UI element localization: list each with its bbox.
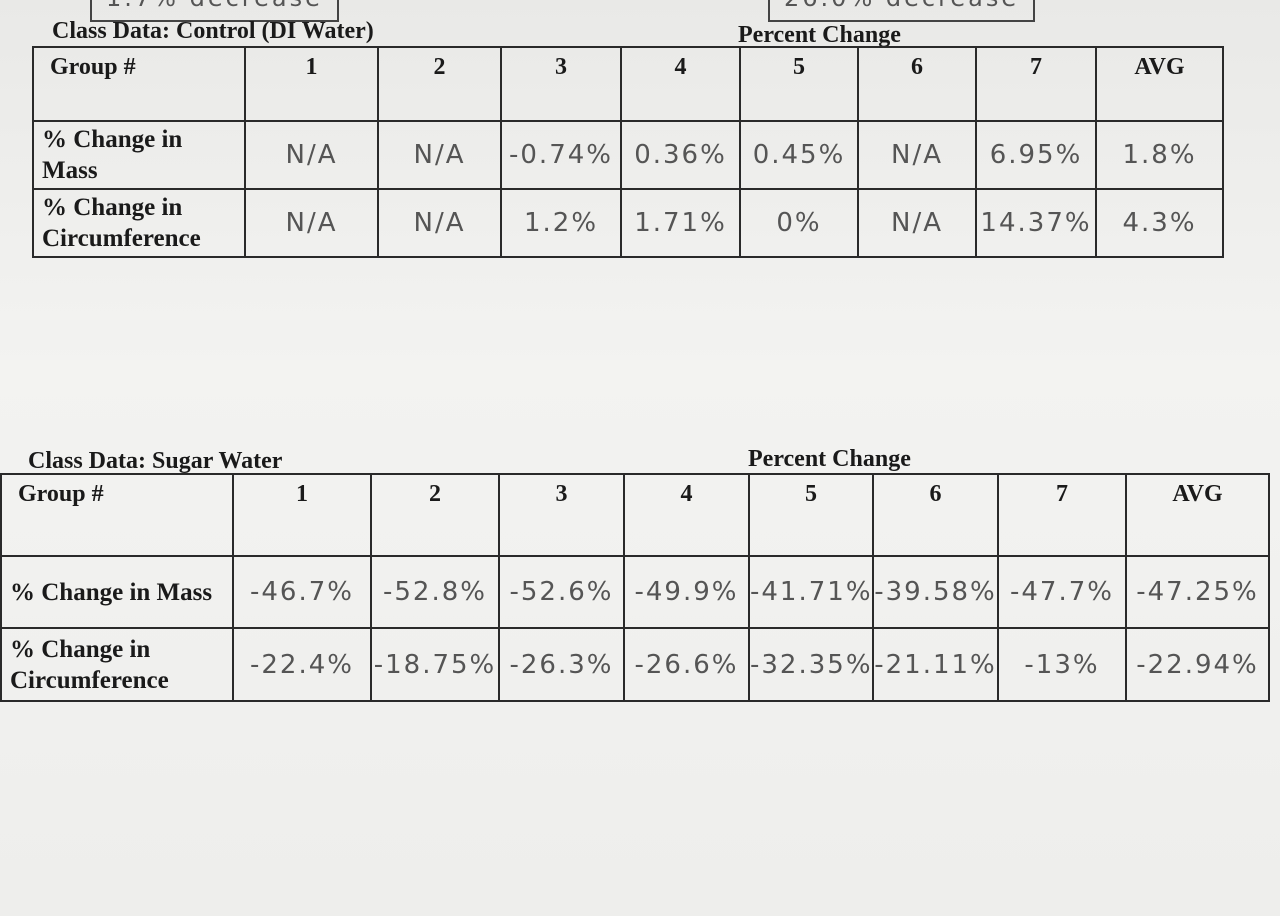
value-cell: -18.75% [370, 627, 500, 702]
header-cell: 1 [232, 473, 372, 557]
value-cell: N/A [244, 188, 379, 258]
header-cell: 2 [377, 46, 502, 122]
value-cell: N/A [857, 120, 977, 190]
value-cell: 6.95% [975, 120, 1097, 190]
header-cell: 1 [244, 46, 379, 122]
value-cell: -52.6% [498, 555, 625, 629]
table-title: Class Data: Control (DI Water) [52, 18, 374, 44]
table-title: Class Data: Sugar Water [28, 448, 283, 474]
header-cell: 3 [498, 473, 625, 557]
table-subtitle: Percent Change [738, 22, 901, 48]
data-table: Group #1 2 3 4 5 6 7 AVG% Change in Mass -46.7% -… [0, 473, 1270, 702]
header-cell: 2 [370, 473, 500, 557]
value-cell: 0.36% [620, 120, 741, 190]
value-cell: -46.7% [232, 555, 372, 629]
row-label: % Change in Circumference [0, 627, 234, 702]
header-cell: 6 [857, 46, 977, 122]
header-cell: AVG [1125, 473, 1270, 557]
header-cell: AVG [1095, 46, 1224, 122]
header-cell: Group # [0, 473, 234, 557]
value-cell: -47.7% [997, 555, 1127, 629]
value-cell: -47.25% [1125, 555, 1270, 629]
header-cell: 4 [620, 46, 741, 122]
table-subtitle: Percent Change [748, 446, 911, 472]
data-row: % Change in Circumference -22.4% -18.75% -2… [0, 627, 1270, 702]
header-cell: 3 [500, 46, 622, 122]
header-cell: 7 [997, 473, 1127, 557]
header-cell: Group # [32, 46, 246, 122]
value-cell: 1.8% [1095, 120, 1224, 190]
row-label: % Change in Mass [0, 555, 234, 629]
value-cell: 1.71% [620, 188, 741, 258]
header-cell: 6 [872, 473, 999, 557]
value-cell: -39.58% [872, 555, 999, 629]
data-row: % Change in Mass -46.7% -52.8% -52.6% -49.9%… [0, 555, 1270, 629]
value-cell: -22.94% [1125, 627, 1270, 702]
value-cell: -41.71% [748, 555, 874, 629]
value-cell: -49.9% [623, 555, 750, 629]
value-cell: -52.8% [370, 555, 500, 629]
data-row: % Change in Mass N/A N/A -0.74% 0.36% 0.45% N/… [32, 120, 1224, 190]
value-cell: 1.2% [500, 188, 622, 258]
value-cell: N/A [244, 120, 379, 190]
header-cell: 7 [975, 46, 1097, 122]
value-cell: -0.74% [500, 120, 622, 190]
value-cell: 14.37% [975, 188, 1097, 258]
note: 1.7% decrease [90, 0, 339, 22]
row-label: % Change in Circumference [32, 188, 246, 258]
header-cell: 5 [739, 46, 859, 122]
value-cell: -26.6% [623, 627, 750, 702]
value-cell: N/A [857, 188, 977, 258]
value-cell: N/A [377, 188, 502, 258]
header-cell: 5 [748, 473, 874, 557]
value-cell: -32.35% [748, 627, 874, 702]
value-cell: N/A [377, 120, 502, 190]
value-cell: 0.45% [739, 120, 859, 190]
note: 26.0% decrease [768, 0, 1036, 22]
value-cell: 4.3% [1095, 188, 1224, 258]
row-label: % Change in Mass [32, 120, 246, 190]
header-row: Group #1 2 3 4 5 6 7 AVG [32, 46, 1224, 122]
header-row: Group #1 2 3 4 5 6 7 AVG [0, 473, 1270, 557]
value-cell: -21.11% [872, 627, 999, 702]
data-table: Group #1 2 3 4 5 6 7 AVG% Change in Mass N/A N/A -… [32, 46, 1224, 258]
header-cell: 4 [623, 473, 750, 557]
value-cell: -22.4% [232, 627, 372, 702]
value-cell: -26.3% [498, 627, 625, 702]
data-row: % Change in Circumference N/A N/A 1.2% 1.71%… [32, 188, 1224, 258]
value-cell: -13% [997, 627, 1127, 702]
value-cell: 0% [739, 188, 859, 258]
